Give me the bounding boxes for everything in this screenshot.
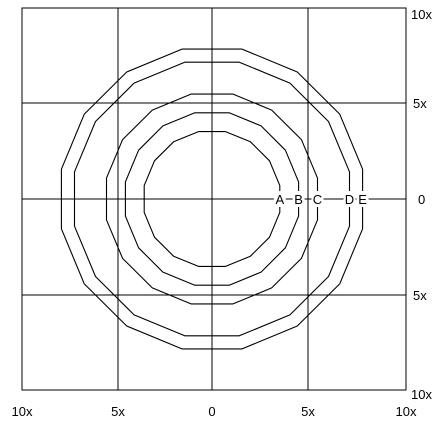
curve-label-b: B bbox=[294, 192, 303, 207]
contour-c bbox=[105, 93, 319, 305]
right-axis-labels: 10x 5x 0 5x 10x bbox=[411, 7, 432, 402]
contours bbox=[60, 48, 364, 350]
contour-e bbox=[60, 48, 364, 350]
contour-a bbox=[143, 131, 281, 267]
bottom-label-4: 5x bbox=[301, 404, 315, 419]
grid bbox=[21, 7, 407, 391]
right-label-1: 10x bbox=[411, 7, 432, 22]
curve-label-a: A bbox=[275, 192, 284, 207]
curve-label-bg-d bbox=[343, 191, 356, 207]
bottom-label-1: 10x bbox=[12, 404, 33, 419]
right-label-4: 5x bbox=[413, 288, 427, 303]
curve-label-bg-a bbox=[273, 191, 286, 207]
bottom-label-2: 5x bbox=[111, 404, 125, 419]
curve-label-bg-c bbox=[311, 191, 324, 207]
right-label-3: 0 bbox=[418, 192, 425, 207]
right-label-2: 5x bbox=[413, 96, 427, 111]
curve-label-bg-b bbox=[292, 191, 305, 207]
bottom-axis-labels: 10x 5x 0 5x 10x bbox=[12, 404, 417, 419]
contour-d bbox=[73, 61, 351, 337]
curve-label-bg-e bbox=[356, 191, 369, 207]
bottom-label-5: 10x bbox=[396, 404, 417, 419]
curve-label-e: E bbox=[358, 192, 367, 207]
bottom-label-3: 0 bbox=[208, 404, 215, 419]
right-label-5: 10x bbox=[411, 387, 432, 402]
contour-b bbox=[124, 112, 300, 286]
curve-label-d: D bbox=[345, 192, 354, 207]
curve-label-c: C bbox=[313, 192, 322, 207]
